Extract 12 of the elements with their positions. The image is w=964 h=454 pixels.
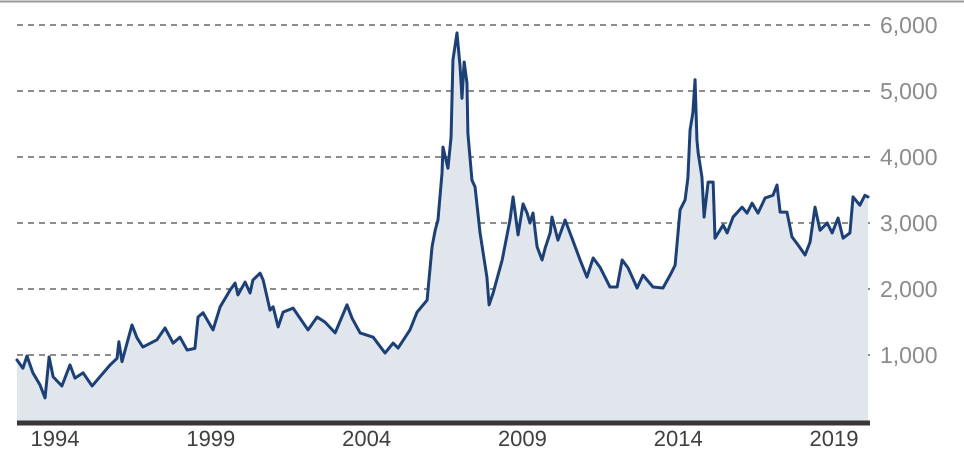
x-tick-label: 1994 [30, 426, 80, 451]
y-tick-label: 4,000 [880, 144, 938, 170]
x-tick-label: 2004 [342, 426, 392, 451]
x-tick-label: 2009 [498, 426, 547, 451]
y-tick-label: 2,000 [880, 276, 938, 302]
x-tick-label: 2019 [810, 426, 859, 451]
y-tick-label: 1,000 [880, 342, 938, 368]
x-tick-label: 2014 [654, 426, 703, 451]
x-tick-label: 1999 [186, 426, 236, 451]
y-tick-label: 6,000 [880, 12, 938, 38]
y-tick-label: 3,000 [880, 210, 938, 236]
y-tick-label: 5,000 [880, 78, 938, 104]
